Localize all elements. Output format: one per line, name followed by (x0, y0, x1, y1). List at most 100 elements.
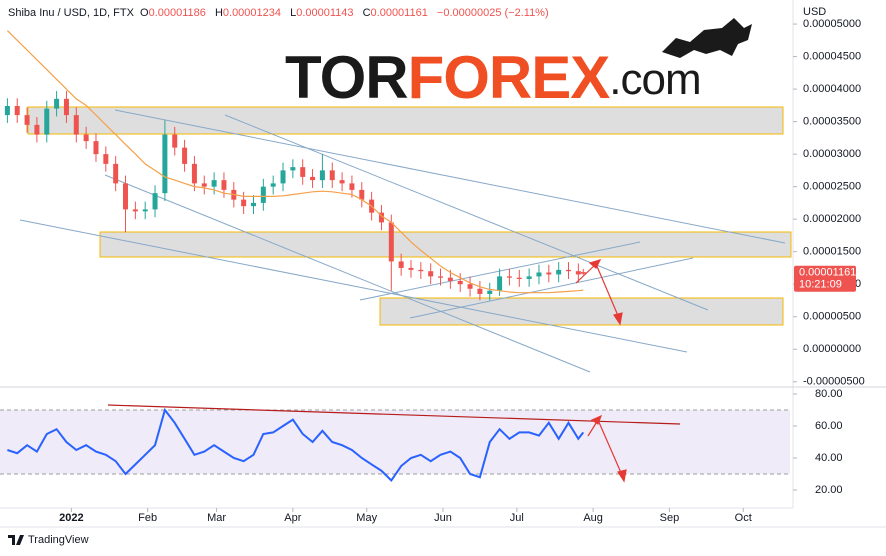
candle-body (378, 212, 384, 223)
header: Shiba Inu / USD, 1D, FTX O0.00001186 H0.… (8, 7, 552, 19)
trend-line (224, 114, 709, 311)
candle-body (556, 269, 562, 275)
footer: TradingView (8, 534, 89, 546)
x-tick-label: Oct (735, 512, 752, 524)
candle-body (54, 98, 60, 109)
y-tick-label: 0.00002500 (803, 181, 861, 193)
arrows (107, 259, 681, 483)
candle-body (536, 272, 542, 277)
trend-line (19, 219, 688, 353)
candle-body (319, 170, 325, 181)
brand-glyph (8, 535, 24, 545)
ohlc-value: 0.00001161 (370, 7, 428, 19)
candle-body (201, 183, 207, 187)
y-tick-label: 0.00005000 (803, 18, 861, 30)
logo-part: TOR (285, 44, 408, 111)
candle-body (34, 124, 40, 135)
candle-body (113, 163, 119, 184)
trend-line (104, 174, 591, 373)
rsi-trend-line (107, 404, 681, 425)
candle-body (447, 277, 453, 281)
candle-body (24, 115, 30, 125)
y-tick-label: 0.00002000 (803, 213, 861, 225)
candle-body (526, 276, 532, 279)
candle-body (300, 167, 306, 177)
candle-body (103, 154, 109, 164)
rsi-tick-label: 80.00 (815, 388, 843, 400)
ohlc-value: 0.00001186 (148, 7, 206, 19)
zone (99, 231, 792, 258)
candle-body (162, 134, 168, 194)
ohlc-item: L0.00001143 (290, 7, 356, 19)
moving-average (6, 30, 584, 294)
price-tag-countdown: 10:21:09 (799, 279, 842, 291)
candle-body (477, 288, 483, 294)
candle-body (132, 209, 138, 212)
candle-body (329, 170, 335, 181)
candle-body (270, 183, 276, 187)
candle-body (467, 284, 473, 289)
ohlc-value: 0.00001143 (296, 7, 354, 19)
candle-body (506, 276, 512, 278)
price-tag-label: 0.00001161 (799, 267, 856, 279)
x-tick-label: Sep (660, 512, 680, 524)
ohlc-item: H0.00001234 (215, 7, 284, 19)
candle-body (575, 271, 581, 275)
ohlc-label: H (214, 7, 223, 19)
ohlc-label: O (140, 7, 149, 19)
candle-body (339, 180, 345, 184)
y-tick-label: 0.00000500 (803, 311, 861, 323)
candle-body (359, 189, 365, 200)
zone (379, 297, 784, 326)
candle-body (250, 202, 256, 207)
candle-body (73, 115, 79, 135)
rsi-band (0, 409, 790, 474)
candle-body (457, 280, 463, 285)
x-tick-label: Jul (510, 512, 524, 524)
candle-body (191, 163, 197, 184)
change: −0.00000025 (−2.11%) (436, 7, 549, 19)
logo: TORFOREX.com (285, 44, 701, 111)
rsi-tick-label: 60.00 (815, 420, 843, 432)
brand-icon (8, 535, 24, 545)
arrow-head (613, 312, 623, 326)
candle-body (182, 147, 188, 164)
y-tick-label: 0.00004500 (803, 50, 861, 62)
candle-body (63, 98, 69, 116)
ohlc-item: C0.00001161 (363, 7, 431, 19)
candle-body (516, 277, 522, 279)
ohlc-label: L (290, 7, 297, 19)
y-tick-label: -0.00000500 (803, 376, 865, 388)
candle-body (487, 290, 493, 294)
y-tick-label: 0.00001500 (803, 246, 861, 258)
x-tick-label: Feb (138, 512, 157, 524)
candle-body (388, 222, 394, 262)
candle-body (142, 209, 148, 212)
candle-body (418, 269, 424, 272)
candle-body (438, 276, 444, 278)
trend-lines (19, 109, 786, 373)
candle-body (310, 176, 316, 181)
x-tick-label: May (356, 512, 377, 524)
trend-line (409, 257, 694, 319)
arrow (597, 419, 623, 476)
currency: USD (803, 6, 826, 18)
ohlc-label: C (362, 7, 371, 19)
price-tag (794, 265, 856, 292)
candle-body (152, 193, 158, 210)
arrow (575, 263, 597, 284)
candle-body (408, 267, 414, 270)
logo-part: .com (609, 55, 700, 104)
x-tick-label: Aug (583, 512, 603, 524)
ohlc-item: O0.00001186 (140, 7, 209, 19)
candle-body (14, 106, 20, 116)
candle-body (172, 134, 178, 148)
plot (0, 30, 790, 482)
candle-body (123, 183, 129, 210)
candle-body (4, 106, 10, 116)
candle-body (349, 183, 355, 190)
candle-body (241, 199, 247, 207)
rsi-line (7, 407, 585, 482)
rsi-tick-label: 20.00 (815, 484, 843, 496)
